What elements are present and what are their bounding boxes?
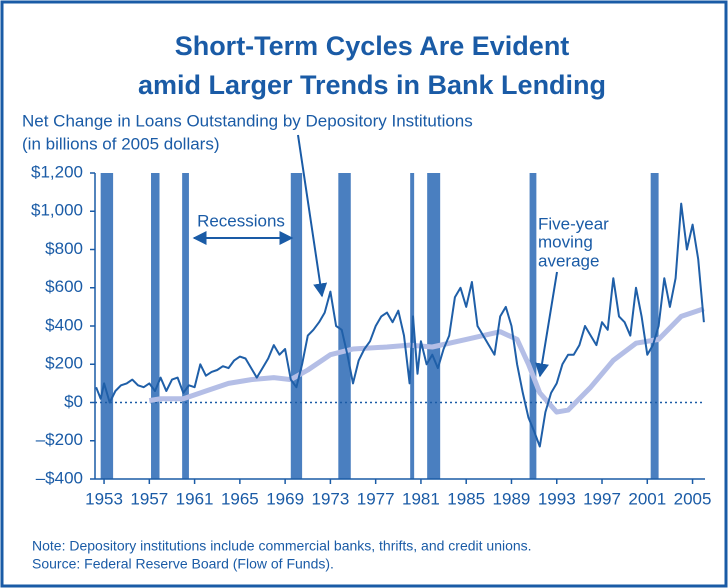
- subtitle: Net Change in Loans Outstanding by Depos…: [22, 111, 473, 130]
- x-tick-label: 1989: [493, 489, 531, 508]
- x-tick-label: 1985: [447, 489, 485, 508]
- moving-average-line: [148, 306, 705, 415]
- x-tick-label: 1961: [176, 489, 214, 508]
- source: Source: Federal Reserve Board (Flow of F…: [32, 556, 334, 572]
- y-tick-label: $600: [45, 277, 83, 296]
- annotation: moving: [538, 232, 593, 251]
- x-tick-label: 1993: [538, 489, 576, 508]
- x-tick-label: 1957: [130, 489, 168, 508]
- recession-band: [427, 173, 441, 479]
- annotation: Five-year: [538, 214, 609, 233]
- y-tick-label: –$200: [36, 430, 83, 449]
- x-tick-label: 1997: [583, 489, 621, 508]
- y-tick-label: $0: [64, 392, 83, 411]
- recession-band: [650, 173, 659, 479]
- note: Note: Depository institutions include co…: [32, 538, 532, 554]
- y-tick-label: –$400: [36, 468, 83, 487]
- x-tick-label: 1973: [311, 489, 349, 508]
- x-tick-label: 2001: [628, 489, 666, 508]
- recession-band: [100, 173, 114, 479]
- recession-band: [529, 173, 537, 479]
- x-tick-label: 1981: [402, 489, 440, 508]
- recession-band: [338, 173, 351, 479]
- annotation: average: [538, 251, 599, 270]
- y-tick-label: $1,000: [31, 201, 83, 220]
- recession-band: [151, 173, 160, 479]
- y-tick-label: $1,200: [31, 162, 83, 181]
- x-tick-label: 1965: [221, 489, 259, 508]
- arrow: [535, 271, 558, 378]
- y-tick-label: $400: [45, 315, 83, 334]
- x-tick-label: 1953: [85, 489, 123, 508]
- y-tick-label: $800: [45, 239, 83, 258]
- arrow: [297, 134, 328, 298]
- chart-title: amid Larger Trends in Bank Lending: [138, 70, 606, 100]
- x-tick-label: 1977: [357, 489, 395, 508]
- recession-band: [290, 173, 303, 479]
- subtitle: (in billions of 2005 dollars): [22, 134, 220, 153]
- x-tick-label: 1969: [266, 489, 304, 508]
- annotation: Recessions: [197, 211, 285, 230]
- y-tick-label: $200: [45, 354, 83, 373]
- data-line: [95, 202, 705, 448]
- x-tick-label: 2005: [674, 489, 712, 508]
- chart-title: Short-Term Cycles Are Evident: [175, 31, 570, 61]
- recession-band: [182, 173, 189, 479]
